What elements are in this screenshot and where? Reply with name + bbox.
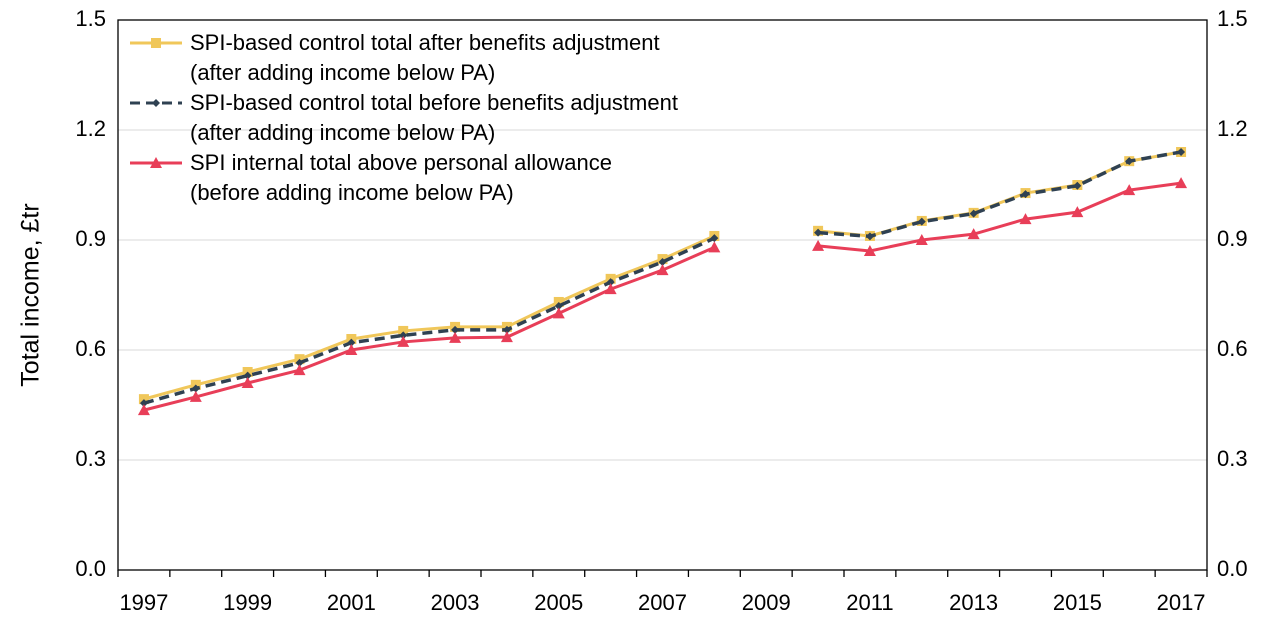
y-tick-label: 0.3 <box>75 446 106 471</box>
legend-entry: SPI-based control total before benefits … <box>128 88 678 148</box>
marker <box>814 228 823 237</box>
legend-swatch <box>130 38 182 48</box>
marker <box>293 364 306 376</box>
x-tick-label: 2015 <box>1053 590 1102 615</box>
x-tick-label: 2013 <box>949 590 998 615</box>
marker <box>554 302 563 310</box>
marker <box>863 245 876 256</box>
marker <box>243 371 252 380</box>
y2-tick-label: 1.5 <box>1217 6 1248 31</box>
y-tick-label: 1.2 <box>75 116 106 141</box>
marker <box>1125 157 1134 166</box>
marker <box>1123 184 1136 196</box>
marker <box>150 157 162 168</box>
marker <box>138 394 149 405</box>
series-line <box>143 181 1182 412</box>
x-tick-label: 2011 <box>846 590 893 615</box>
x-tick-label: 1997 <box>119 590 168 615</box>
marker <box>502 325 511 334</box>
series-line <box>143 150 1182 405</box>
marker <box>552 307 565 319</box>
legend-entry: SPI internal total above personal allowa… <box>128 148 678 208</box>
marker <box>967 228 980 240</box>
marker <box>191 384 200 393</box>
legend-label: SPI internal total above personal allowa… <box>190 150 612 205</box>
marker <box>399 331 408 340</box>
marker <box>1019 213 1032 225</box>
y-tick-label: 0.9 <box>75 226 106 251</box>
marker <box>553 296 564 307</box>
x-tick-label: 1999 <box>223 590 272 615</box>
marker <box>295 358 304 367</box>
marker <box>656 264 669 276</box>
legend-label: SPI-based control total after benefits a… <box>190 30 660 85</box>
marker <box>969 209 978 218</box>
y2-tick-label: 0.9 <box>1217 226 1248 251</box>
marker <box>451 325 460 334</box>
x-tick-label: 2005 <box>534 590 583 615</box>
x-tick-label: 2001 <box>327 590 376 615</box>
legend-swatch <box>130 157 182 168</box>
marker <box>345 344 358 355</box>
y-axis-label: Total income, £tr <box>17 203 45 386</box>
y2-tick-label: 0.3 <box>1217 446 1248 471</box>
marker <box>137 404 150 416</box>
marker <box>708 241 721 253</box>
x-tick-label: 2003 <box>431 590 480 615</box>
y-tick-label: 0.6 <box>75 336 106 361</box>
marker <box>915 234 928 245</box>
marker <box>151 38 161 48</box>
marker <box>606 278 615 287</box>
marker <box>189 390 202 402</box>
x-tick-label: 2017 <box>1157 590 1206 615</box>
marker <box>500 331 513 343</box>
legend: SPI-based control total after benefits a… <box>128 28 678 208</box>
marker <box>604 283 617 295</box>
marker <box>710 234 719 243</box>
marker <box>347 338 356 347</box>
plot-frame <box>117 19 1208 571</box>
legend-swatch <box>130 99 182 107</box>
marker <box>1177 148 1186 156</box>
y2-tick-label: 0.6 <box>1217 336 1248 361</box>
marker <box>152 99 160 107</box>
x-tick-label: 2007 <box>638 590 687 615</box>
legend-label: SPI-based control total before benefits … <box>190 90 678 145</box>
y2-tick-label: 0.0 <box>1217 556 1248 581</box>
marker <box>917 217 926 226</box>
x-tick-label: 2009 <box>742 590 791 615</box>
marker <box>1175 177 1188 189</box>
series-line <box>143 150 1182 401</box>
marker <box>241 377 254 388</box>
marker <box>397 335 410 347</box>
marker <box>1021 190 1030 199</box>
marker <box>139 399 148 408</box>
marker <box>865 232 874 241</box>
marker <box>812 239 825 251</box>
y-tick-label: 0.0 <box>75 556 106 581</box>
marker <box>1071 206 1084 218</box>
marker <box>1073 181 1082 190</box>
marker <box>449 331 462 343</box>
marker <box>658 258 667 266</box>
y2-tick-label: 1.2 <box>1217 116 1248 141</box>
marker <box>398 325 409 336</box>
legend-entry: SPI-based control total after benefits a… <box>128 28 678 88</box>
y-tick-label: 1.5 <box>75 6 106 31</box>
